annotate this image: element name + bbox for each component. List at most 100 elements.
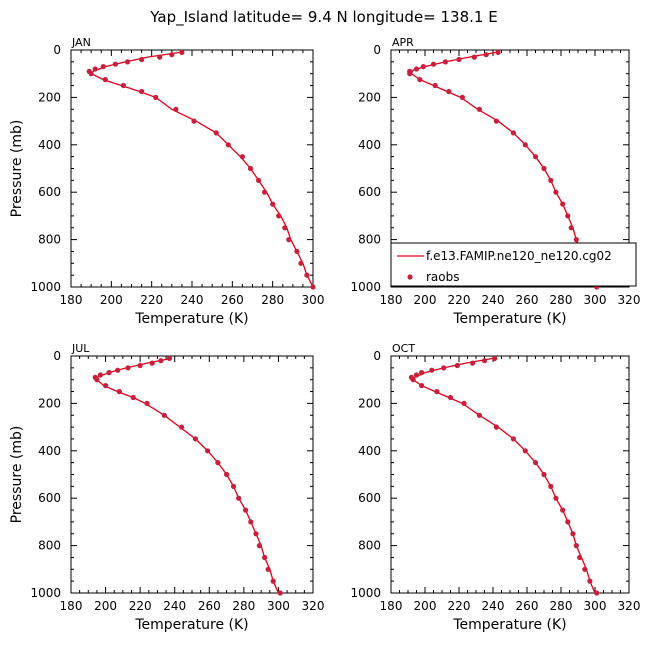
raobs-point	[432, 82, 438, 89]
x-tick-label: 320	[302, 599, 325, 613]
raobs-point	[304, 272, 310, 278]
x-tick-label: 220	[140, 293, 163, 307]
raobs-point	[541, 471, 547, 478]
raobs-point	[88, 71, 94, 77]
raobs-point	[532, 460, 539, 466]
plot-frame	[70, 355, 314, 594]
raobs-point	[225, 142, 231, 148]
model-line	[412, 357, 596, 594]
y-tick-label: 0	[53, 43, 61, 57]
raobs-point	[215, 460, 221, 466]
raobs-point	[157, 54, 163, 60]
raobs-point	[429, 367, 435, 373]
y-tick-label: 200	[38, 396, 61, 410]
raobs-point	[253, 531, 259, 537]
x-axis-title: Temperature (K)	[134, 311, 248, 327]
raobs-point	[522, 448, 528, 454]
x-tick-label: 320	[618, 599, 641, 613]
raobs-point	[310, 284, 316, 290]
x-tick-label: 260	[516, 293, 539, 307]
panel-label-apr: APR	[392, 36, 414, 49]
raobs-point	[256, 543, 262, 549]
raobs-point	[102, 77, 108, 83]
raobs-point	[476, 106, 482, 112]
raobs-point	[130, 394, 136, 401]
raobs-point	[495, 49, 501, 56]
raobs-point	[573, 543, 579, 549]
raobs-point	[191, 118, 197, 124]
raobs-point	[587, 578, 593, 584]
y-tick-label: 1000	[350, 280, 381, 294]
raobs-point	[169, 52, 175, 58]
plot-frame	[70, 49, 314, 288]
raobs-point	[243, 507, 249, 513]
y-tick-label: 800	[358, 539, 381, 553]
panel-label-oct: OCT	[392, 342, 415, 355]
raobs-point	[476, 412, 482, 418]
raobs-point	[568, 225, 574, 231]
raobs-point	[256, 177, 262, 183]
x-tick-label: 180	[60, 599, 83, 613]
raobs-point	[461, 400, 467, 406]
panel-oct: 180 200 220 240 260 280 300 320 0 200 400 600 800 100…	[350, 342, 640, 633]
raobs-point	[282, 225, 288, 231]
raobs-point	[470, 360, 476, 366]
raobs-point	[454, 362, 460, 369]
raobs-point	[541, 165, 547, 172]
raobs-point	[410, 377, 416, 383]
raobs-point	[179, 49, 185, 56]
x-tick-label: 280	[261, 293, 284, 307]
x-tick-label: 240	[181, 293, 204, 307]
raobs-point	[286, 237, 292, 243]
raobs-point	[94, 377, 100, 383]
x-tick-label: 200	[94, 599, 117, 613]
y-tick-label: 800	[358, 233, 381, 247]
x-tick-label: 220	[129, 599, 152, 613]
raobs-point	[173, 106, 179, 112]
raobs-point	[179, 424, 185, 430]
x-tick-label: 260	[516, 599, 539, 613]
raobs-point	[294, 248, 300, 254]
raobs-point	[594, 590, 600, 596]
raobs-point	[247, 165, 254, 172]
raobs-point	[115, 367, 121, 373]
raobs-point	[483, 52, 489, 58]
y-tick-label: 600	[358, 185, 381, 199]
raobs-point	[459, 94, 465, 100]
x-tick-label: 300	[584, 599, 607, 613]
raobs-point	[510, 130, 516, 136]
raobs-point	[120, 82, 126, 89]
x-tick-label: 220	[448, 293, 471, 307]
raobs-point	[456, 56, 462, 63]
y-tick-label: 600	[38, 185, 61, 199]
x-tick-label: 300	[267, 599, 290, 613]
legend-model-label: f.e13.FAMIP.ne120_ne120.cg02	[426, 249, 612, 263]
raobs-point	[137, 362, 143, 369]
raobs-point	[100, 64, 106, 70]
x-tick-label: 200	[100, 293, 123, 307]
raobs-point	[442, 59, 448, 65]
raobs-point	[213, 130, 219, 136]
x-axis-title: Temperature (K)	[452, 311, 566, 327]
y-tick-label: 0	[373, 349, 381, 363]
raobs-point	[139, 88, 145, 95]
x-axis-title: Temperature (K)	[452, 617, 566, 633]
y-tick-label: 200	[358, 396, 381, 410]
raobs-point	[112, 61, 118, 67]
raobs-point	[565, 213, 571, 219]
raobs-point	[248, 519, 254, 525]
raobs-point	[441, 365, 447, 371]
x-tick-label: 260	[198, 599, 221, 613]
y-tick-label: 1000	[350, 586, 381, 600]
raobs-point	[434, 389, 440, 395]
raobs-point	[582, 566, 588, 572]
x-tick-label: 180	[380, 599, 403, 613]
y-tick-label: 800	[38, 233, 61, 247]
raobs-point	[532, 154, 539, 160]
raobs-point	[446, 88, 452, 95]
raobs-point	[570, 531, 576, 537]
raobs-point	[560, 507, 566, 513]
raobs-point	[97, 372, 103, 378]
x-tick-label: 280	[550, 293, 573, 307]
panel-jul: 180 200 220 240 260 280 300 320 0 200 400 600 800 100…	[9, 342, 324, 633]
